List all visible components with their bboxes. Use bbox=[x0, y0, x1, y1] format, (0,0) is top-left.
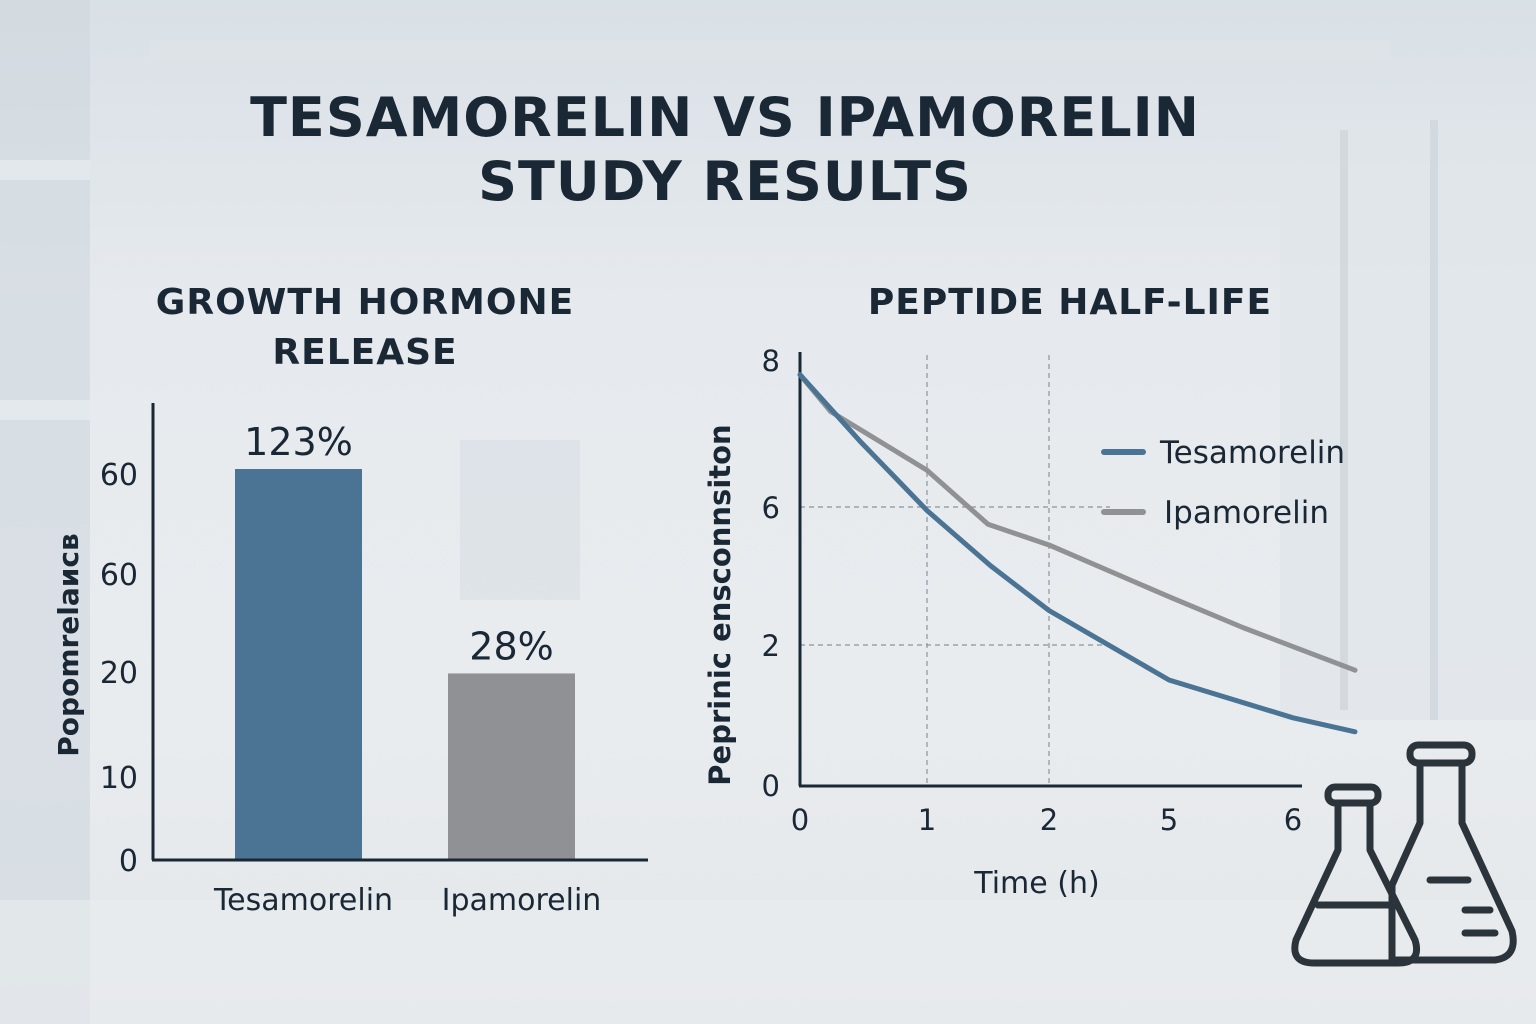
title-line-2: STUDY RESULTS bbox=[478, 150, 972, 213]
bar-y-tick-label: 0 bbox=[119, 844, 138, 879]
bar-data-label: 28% bbox=[469, 624, 553, 668]
x-tick-label: 1 bbox=[918, 803, 936, 837]
bar-y-label: Popomrelaиcв bbox=[52, 533, 85, 756]
y-tick-label: 2 bbox=[762, 629, 780, 663]
flask-icon bbox=[1291, 783, 1421, 967]
series-line-ipamorelin bbox=[797, 372, 1358, 673]
x-tick-label: 5 bbox=[1160, 803, 1178, 837]
title-line-1: TESAMORELIN VS IPAMORELIN bbox=[250, 86, 1200, 149]
y-tick-label: 8 bbox=[762, 344, 780, 378]
y-tick-label: 6 bbox=[762, 491, 780, 525]
bar-category-label: Ipamorelin bbox=[442, 883, 602, 918]
bar-ipamorelin bbox=[448, 673, 575, 859]
line-chart-title: PEPTIDE HALF-LIFE bbox=[867, 282, 1273, 323]
bar-chart-title-line-1: GROWTH HORMONE bbox=[155, 282, 575, 323]
bar-y-tick-label: 60 bbox=[100, 458, 138, 493]
x-tick-label: 6 bbox=[1284, 803, 1302, 837]
flasks-illustration bbox=[1291, 741, 1517, 967]
erlenmeyer-flask-icon bbox=[1388, 741, 1517, 964]
bar-tesamorelin bbox=[235, 469, 362, 859]
legend-label: Ipamorelin bbox=[1164, 495, 1329, 531]
bar-y-tick-label: 10 bbox=[100, 761, 138, 796]
y-tick-label: 0 bbox=[762, 769, 780, 803]
legend-label: Tesamorelin bbox=[1159, 435, 1345, 471]
page-title: TESAMORELIN VS IPAMORELIN STUDY RESULTS bbox=[150, 86, 1300, 214]
series-line-tesamorelin bbox=[797, 372, 1358, 735]
bar-category-label: Tesamorelin bbox=[213, 883, 393, 918]
line-y-label: Peprinic ensconnsiton bbox=[703, 424, 737, 785]
x-tick-label: 0 bbox=[791, 803, 809, 837]
bar-y-tick-label: 60 bbox=[100, 558, 138, 593]
bar-y-tick-label: 20 bbox=[100, 656, 138, 691]
line-x-label: Time (h) bbox=[973, 866, 1099, 901]
bar-chart-title: GROWTH HORMONE RELEASE bbox=[130, 278, 600, 378]
bar-data-label: 123% bbox=[244, 420, 353, 464]
x-tick-label: 2 bbox=[1040, 803, 1058, 837]
bar-chart-title-line-2: RELEASE bbox=[272, 332, 458, 373]
